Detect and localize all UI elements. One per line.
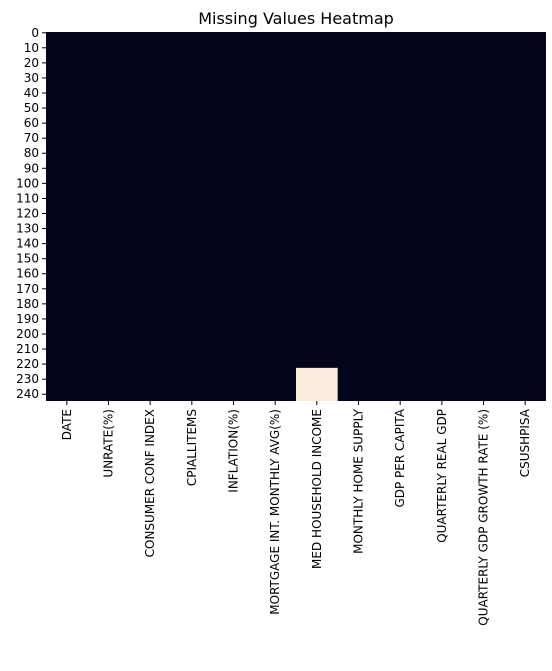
y-tick-label-180: 180 xyxy=(16,297,39,311)
y-tick-label-70: 70 xyxy=(24,131,39,145)
y-tick-label-190: 190 xyxy=(16,312,39,326)
x-tick-label-csushpisa: CSUSHPISA xyxy=(518,408,532,477)
x-tick-label-inflation: INFLATION(%) xyxy=(227,409,241,493)
chart-title: Missing Values Heatmap xyxy=(198,9,394,28)
y-tick-label-150: 150 xyxy=(16,252,39,266)
y-tick-label-50: 50 xyxy=(24,101,39,115)
y-tick-label-80: 80 xyxy=(24,146,39,160)
x-tick-label-consumer-conf-index: CONSUMER CONF INDEX xyxy=(143,409,157,557)
x-tick-label-unrate: UNRATE(%) xyxy=(102,409,116,478)
x-tick-label-monthly-home-supply: MONTHLY HOME SUPPLY xyxy=(352,408,366,554)
y-tick-label-240: 240 xyxy=(16,387,39,401)
y-tick-label-30: 30 xyxy=(24,71,39,85)
heatmap-present-cells xyxy=(46,32,546,401)
x-tick-label-cpiallitems: CPIALLITEMS xyxy=(185,409,199,486)
y-tick-label-160: 160 xyxy=(16,267,39,281)
x-tick-label-mortgage-int-monthly-avg: MORTGAGE INT. MONTHLY AVG(%) xyxy=(268,409,282,615)
x-tick-label-quarterly-gdp-growth-rate: QUARTERLY GDP GROWTH RATE (%) xyxy=(477,409,491,626)
y-tick-label-210: 210 xyxy=(16,342,39,356)
y-tick-label-10: 10 xyxy=(24,41,39,55)
y-tick-label-130: 130 xyxy=(16,222,39,236)
y-tick-label-230: 230 xyxy=(16,372,39,386)
heatmap-plot-area xyxy=(46,32,546,401)
y-tick-label-140: 140 xyxy=(16,237,39,251)
y-tick-label-0: 0 xyxy=(31,26,39,40)
y-tick-label-100: 100 xyxy=(16,176,39,190)
y-tick-label-200: 200 xyxy=(16,327,39,341)
y-tick-label-120: 120 xyxy=(16,206,39,220)
y-tick-label-60: 60 xyxy=(24,116,39,130)
y-tick-label-20: 20 xyxy=(24,56,39,70)
y-tick-label-90: 90 xyxy=(24,161,39,175)
y-tick-label-110: 110 xyxy=(16,191,39,205)
x-tick-label-date: DATE xyxy=(60,409,74,440)
missing-cell-med-household-income xyxy=(296,368,338,401)
x-tick-label-quarterly-real-gdp: QUARTERLY REAL GDP xyxy=(435,409,449,543)
y-tick-label-220: 220 xyxy=(16,357,39,371)
x-axis: DATE UNRATE(%) CONSUMER CONF INDEX CPIALLIT… xyxy=(60,401,532,626)
y-tick-label-170: 170 xyxy=(16,282,39,296)
x-tick-label-gdp-per-capita: GDP PER CAPITA xyxy=(393,408,407,507)
y-tick-label-40: 40 xyxy=(24,86,39,100)
x-tick-label-med-household-income: MED HOUSEHOLD INCOME xyxy=(310,409,324,569)
